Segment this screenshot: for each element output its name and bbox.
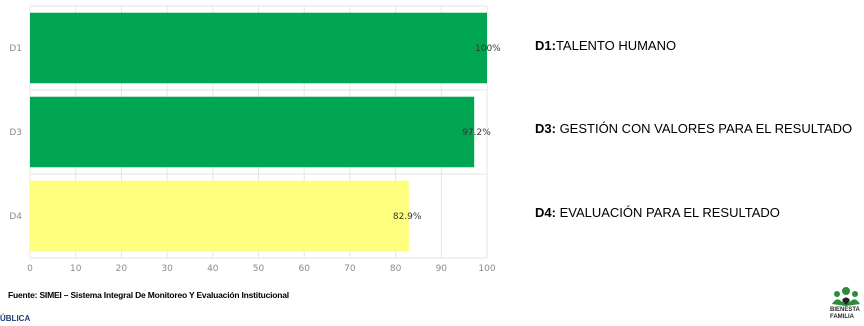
legend-d1-text: TALENTO HUMANO xyxy=(555,38,677,53)
x-tick-label: 10 xyxy=(70,264,82,274)
legend-d3: D3: GESTIÓN CON VALORES PARA EL RESULTAD… xyxy=(535,121,852,136)
data-label: 97.2% xyxy=(462,128,491,138)
bar-d4 xyxy=(30,180,409,252)
data-label: 82.9% xyxy=(393,212,422,222)
data-label: 100% xyxy=(475,44,501,54)
bar-d3 xyxy=(30,96,475,168)
category-label: D1 xyxy=(9,44,22,54)
category-label: D3 xyxy=(9,128,22,138)
chart-labels: 0 10 20 30 40 50 60 70 80 90 100 D1 100% D3 97.2% D4 82.… xyxy=(9,44,501,274)
legend-d1: D1:TALENTO HUMANO xyxy=(535,38,676,53)
bar-chart: 0 10 20 30 40 50 60 70 80 90 100 D1 100% D3 97.2% D4 82.… xyxy=(9,5,501,274)
category-label: D4 xyxy=(9,212,22,222)
x-tick-label: 30 xyxy=(161,264,173,274)
family-hearts-logo-icon xyxy=(832,287,860,306)
legend-d4-text: EVALUACIÓN PARA EL RESULTADO xyxy=(555,205,780,220)
legend-d4: D4: EVALUACIÓN PARA EL RESULTADO xyxy=(535,205,780,220)
x-tick-label: 50 xyxy=(253,264,265,274)
source-note: Fuente: SIMEI – Sistema Integral De Moni… xyxy=(8,290,289,300)
x-tick-label: 20 xyxy=(116,264,128,274)
logo-text: BIENESTA FAMILIA xyxy=(830,307,860,321)
x-tick-label: 90 xyxy=(436,264,448,274)
x-tick-label: 0 xyxy=(27,264,33,274)
x-tick-label: 60 xyxy=(298,264,310,274)
logo-text-line2: FAMILIA xyxy=(830,314,854,320)
legend-d1-code: D1: xyxy=(535,38,556,53)
x-tick-label: 70 xyxy=(344,264,356,274)
logo-text-line1: BIENESTA xyxy=(830,307,860,313)
x-tick-label: 80 xyxy=(390,264,402,274)
footer-republica-text: ÚBLICA xyxy=(0,314,31,323)
legend-d3-code: D3: xyxy=(535,121,556,136)
x-tick-label: 40 xyxy=(207,264,219,274)
bar-d1 xyxy=(30,12,487,84)
legend-d4-code: D4: xyxy=(535,205,556,220)
legend-d3-text: GESTIÓN CON VALORES PARA EL RESULTADO xyxy=(555,121,853,136)
chart-bars xyxy=(30,12,487,252)
x-tick-label: 100 xyxy=(478,264,495,274)
